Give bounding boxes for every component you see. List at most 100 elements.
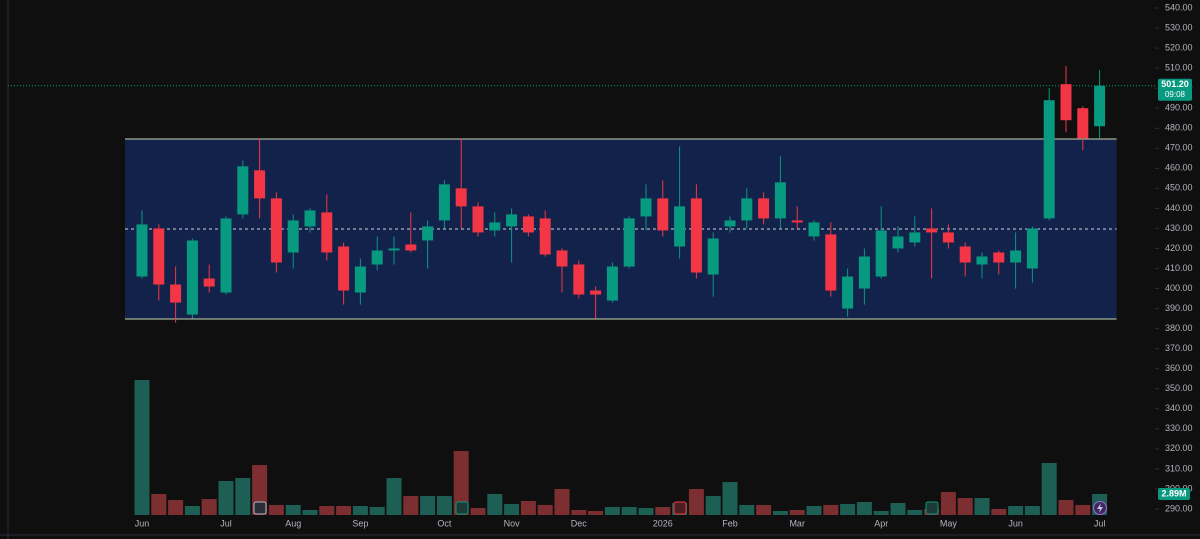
y-tick-label: 530.00 bbox=[1165, 22, 1193, 32]
candle-body bbox=[926, 228, 938, 233]
volume-tag bbox=[1158, 488, 1190, 501]
y-tick-label: 460.00 bbox=[1165, 163, 1193, 173]
volume-bar bbox=[470, 508, 486, 515]
volume-bar bbox=[840, 504, 856, 515]
x-tick-label: 2026 bbox=[653, 518, 673, 528]
volume-bar bbox=[302, 509, 318, 515]
x-tick-label: Jun bbox=[135, 518, 150, 528]
volume-bar bbox=[403, 496, 419, 515]
candle-body bbox=[455, 188, 467, 207]
volume-bar bbox=[436, 496, 452, 515]
y-tick-label: 400.00 bbox=[1165, 283, 1193, 293]
candle-body bbox=[640, 198, 652, 217]
volume-bar bbox=[604, 507, 620, 515]
volume-bar bbox=[520, 500, 536, 515]
volume-bar bbox=[386, 478, 402, 515]
x-tick-label: Sep bbox=[352, 518, 368, 528]
volume-bar bbox=[1058, 500, 1074, 515]
candle-body bbox=[741, 198, 753, 221]
axis-layer: Jun Jul Aug Sep Oct Nov Dec 2026 Feb Mar Apr May Jun… bbox=[135, 2, 1193, 528]
x-tick-label: Apr bbox=[874, 518, 888, 528]
volume-bar bbox=[907, 509, 923, 515]
candle-body bbox=[1010, 250, 1022, 263]
volume-bar bbox=[1024, 505, 1040, 515]
candle-body bbox=[405, 244, 417, 251]
candle-body bbox=[774, 182, 786, 219]
volume-bar bbox=[588, 511, 604, 515]
candle-body bbox=[136, 224, 148, 277]
volume-bar bbox=[336, 505, 352, 515]
candle-body bbox=[590, 290, 602, 295]
x-tick-label: Nov bbox=[504, 518, 521, 528]
volume-bar bbox=[940, 492, 956, 515]
y-tick-label: 380.00 bbox=[1165, 323, 1193, 333]
y-tick-label: 440.00 bbox=[1165, 203, 1193, 213]
candle-body bbox=[371, 250, 383, 265]
volume-label: 2.89M bbox=[1161, 488, 1186, 498]
candle-body bbox=[321, 212, 333, 253]
volume-bar bbox=[151, 494, 167, 515]
event-layer bbox=[253, 501, 1107, 515]
y-tick-label: 360.00 bbox=[1165, 363, 1193, 373]
volume-bar bbox=[621, 507, 637, 515]
candle-body bbox=[388, 248, 400, 251]
candle-body bbox=[842, 276, 854, 309]
volume-layer bbox=[134, 380, 1108, 515]
y-tick-label: 450.00 bbox=[1165, 183, 1193, 193]
candle-body bbox=[170, 284, 182, 303]
candle-body bbox=[791, 220, 803, 223]
y-tick-label: 370.00 bbox=[1165, 343, 1193, 353]
volume-bar bbox=[487, 494, 503, 515]
volume-bar bbox=[974, 497, 990, 515]
y-tick-label: 320.00 bbox=[1165, 443, 1193, 453]
candle-body bbox=[1094, 85, 1106, 127]
volume-bar bbox=[756, 504, 772, 515]
event-icon[interactable] bbox=[925, 501, 939, 515]
candle-body bbox=[153, 228, 165, 285]
event-icon[interactable] bbox=[253, 501, 267, 515]
x-tick-label: Jul bbox=[220, 518, 232, 528]
volume-bar bbox=[184, 505, 200, 515]
candle-body bbox=[573, 264, 585, 295]
volume-bar bbox=[991, 508, 1007, 515]
volume-bar bbox=[1008, 505, 1024, 515]
volume-bar bbox=[772, 511, 788, 515]
candle-body bbox=[254, 170, 266, 199]
volume-bar bbox=[369, 507, 385, 515]
y-tick-label: 520.00 bbox=[1165, 42, 1193, 52]
candle-body bbox=[657, 198, 669, 231]
volume-bar bbox=[890, 503, 906, 515]
volume-bar bbox=[218, 480, 234, 515]
volume-bar bbox=[285, 504, 301, 515]
candle-body bbox=[338, 246, 350, 291]
y-tick-label: 340.00 bbox=[1165, 403, 1193, 413]
event-icon[interactable] bbox=[673, 501, 687, 515]
volume-bar bbox=[655, 507, 671, 515]
y-tick-label: 540.00 bbox=[1165, 2, 1193, 12]
candle-body bbox=[976, 256, 988, 265]
candle-body bbox=[606, 266, 618, 301]
candle-body bbox=[825, 234, 837, 291]
candle-body bbox=[1077, 108, 1089, 139]
last-price-label: 501.20 bbox=[1161, 79, 1189, 89]
event-icon[interactable] bbox=[455, 501, 469, 515]
candle-body bbox=[220, 218, 232, 293]
volume-bar bbox=[453, 450, 469, 515]
candle-body bbox=[270, 198, 282, 263]
volume-bar bbox=[537, 504, 553, 515]
candle-body bbox=[875, 230, 887, 277]
candle-layer bbox=[8, 66, 1155, 323]
candle-body bbox=[438, 184, 450, 221]
volume-bar bbox=[554, 488, 570, 515]
countdown-label: 09:08 bbox=[1165, 90, 1186, 99]
volume-bar bbox=[638, 508, 654, 515]
candle-body bbox=[1060, 84, 1072, 121]
volume-bar bbox=[688, 488, 704, 515]
candle-body bbox=[942, 232, 954, 243]
y-tick-label: 330.00 bbox=[1165, 423, 1193, 433]
volume-bar bbox=[739, 504, 755, 515]
last-price-tag bbox=[1158, 78, 1192, 101]
x-tick-label: Jun bbox=[1008, 518, 1023, 528]
